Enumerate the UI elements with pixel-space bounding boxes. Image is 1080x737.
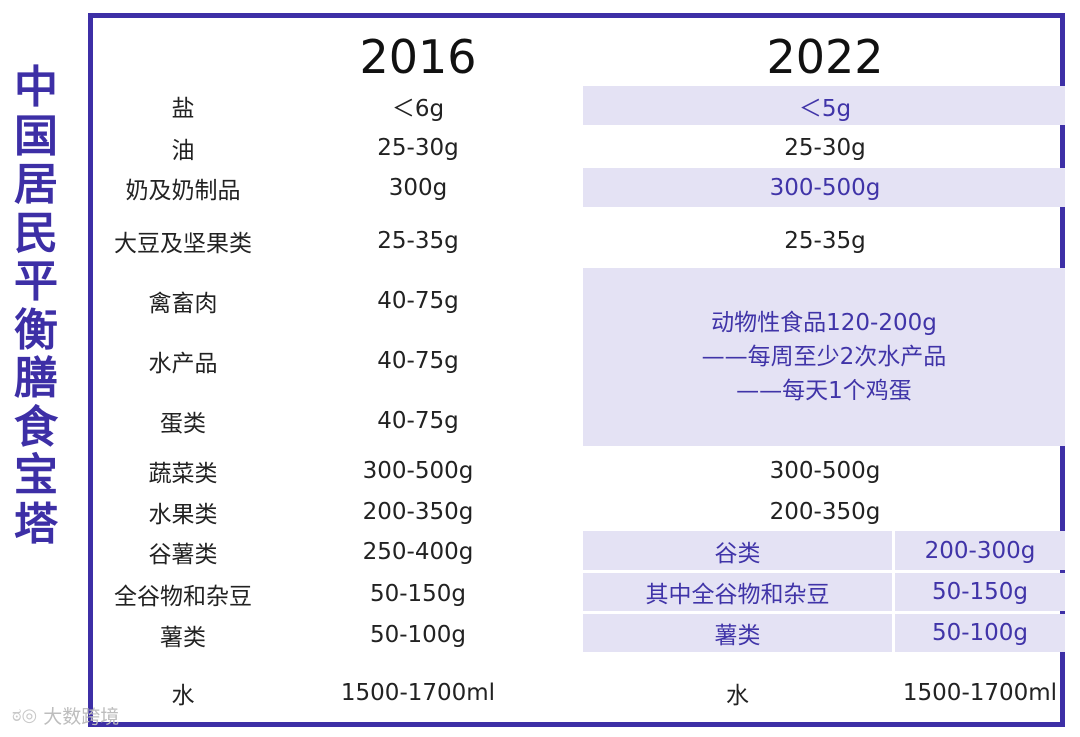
value-2016-aquatic: 40-75g — [377, 348, 459, 374]
name-2022-water: 水 — [726, 683, 749, 709]
row-name-salt: 盐 — [171, 95, 195, 122]
value-2022-veg: 300-500g — [769, 457, 881, 484]
value-2016-whole: 50-150g — [369, 581, 467, 607]
row-name-soy: 大豆及坚果类 — [114, 231, 252, 257]
row-name-whole: 全谷物和杂豆 — [114, 584, 252, 610]
shade-tuber-name — [583, 614, 892, 652]
side-title-char: 衡 — [14, 304, 58, 356]
row-name-meat: 禽畜肉 — [148, 291, 218, 317]
side-title-char: 民 — [14, 207, 58, 259]
value-2022-oil: 25-30g — [784, 134, 866, 161]
row-name-aquatic: 水产品 — [148, 351, 218, 377]
watermark: ಠ◎ 大数跨境 — [12, 702, 119, 729]
watermark-logo-icon: ಠ◎ — [12, 705, 38, 726]
side-title-char: 膳 — [14, 353, 58, 404]
header-2016: 2016 — [359, 30, 477, 84]
value-2016-dairy: 300g — [388, 174, 448, 201]
shade-grain-value — [895, 531, 1065, 570]
value-2016-veg: 300-500g — [362, 457, 474, 484]
value-2022-salt: ＜5g — [798, 95, 852, 122]
shade-animal — [583, 268, 1065, 446]
side-title-char: 食 — [14, 401, 58, 453]
value-2016-oil: 25-30g — [377, 134, 459, 161]
value-2016-fruit: 200-350g — [362, 498, 474, 525]
shade-whole-value — [895, 573, 1065, 611]
value-2016-soy: 25-35g — [377, 228, 459, 254]
row-name-water: 水 — [171, 683, 195, 709]
value-2016-meat: 40-75g — [377, 288, 459, 314]
row-name-grain: 谷薯类 — [148, 542, 218, 568]
value-2022-soy: 25-35g — [784, 228, 866, 254]
value-2022-fruit: 200-350g — [769, 498, 881, 525]
value-2022-whole: 50-150g — [931, 579, 1029, 605]
row-name-tuber: 薯类 — [160, 625, 206, 651]
row-name-oil: 油 — [171, 137, 195, 164]
value-2016-grain: 250-400g — [362, 539, 474, 565]
shade-whole-name — [583, 573, 892, 611]
shade-tuber-value — [895, 614, 1065, 652]
side-title-char: 塔 — [14, 498, 58, 550]
name-2022-grain: 谷类 — [714, 540, 761, 567]
side-title-char: 平 — [14, 256, 58, 307]
value-2022-grain: 200-300g — [924, 537, 1036, 564]
animal-food-merged: 动物性食品120-200g ——每周至少2次水产品 ——每天1个鸡蛋 — [583, 268, 1065, 446]
animal-food-line-3: ——每天1个鸡蛋 — [736, 378, 912, 404]
value-2016-tuber: 50-100g — [369, 622, 467, 648]
side-title-char: 居 — [14, 159, 58, 210]
side-title: 中 国 居 民 平 衡 膳 食 宝 塔 — [10, 62, 62, 550]
row-name-veg: 蔬菜类 — [148, 460, 218, 487]
name-2022-tuber: 薯类 — [714, 623, 761, 649]
header-2022: 2022 — [766, 30, 884, 84]
value-2016-water: 1500-1700ml — [340, 680, 496, 706]
side-title-char: 中 — [14, 62, 58, 113]
value-2022-dairy: 300-500g — [769, 174, 881, 201]
value-2022-tuber: 50-100g — [931, 620, 1029, 646]
name-2022-whole: 其中全谷物和杂豆 — [645, 582, 830, 608]
animal-food-line-2: ——每周至少2次水产品 — [701, 344, 947, 370]
side-title-char: 宝 — [14, 450, 58, 501]
value-2016-salt: ＜6g — [391, 95, 445, 122]
shade-dairy — [583, 168, 1065, 207]
side-title-char: 国 — [14, 110, 58, 162]
value-2016-egg: 40-75g — [377, 408, 459, 434]
shade-grain-name — [583, 531, 892, 570]
row-name-fruit: 水果类 — [148, 501, 218, 528]
value-2022-water: 1500-1700ml — [902, 680, 1058, 706]
watermark-text: 大数跨境 — [43, 706, 120, 728]
row-name-dairy: 奶及奶制品 — [125, 177, 241, 204]
animal-food-line-1: 动物性食品120-200g — [711, 310, 937, 336]
row-name-egg: 蛋类 — [160, 411, 206, 437]
shade-salt — [583, 86, 1065, 125]
